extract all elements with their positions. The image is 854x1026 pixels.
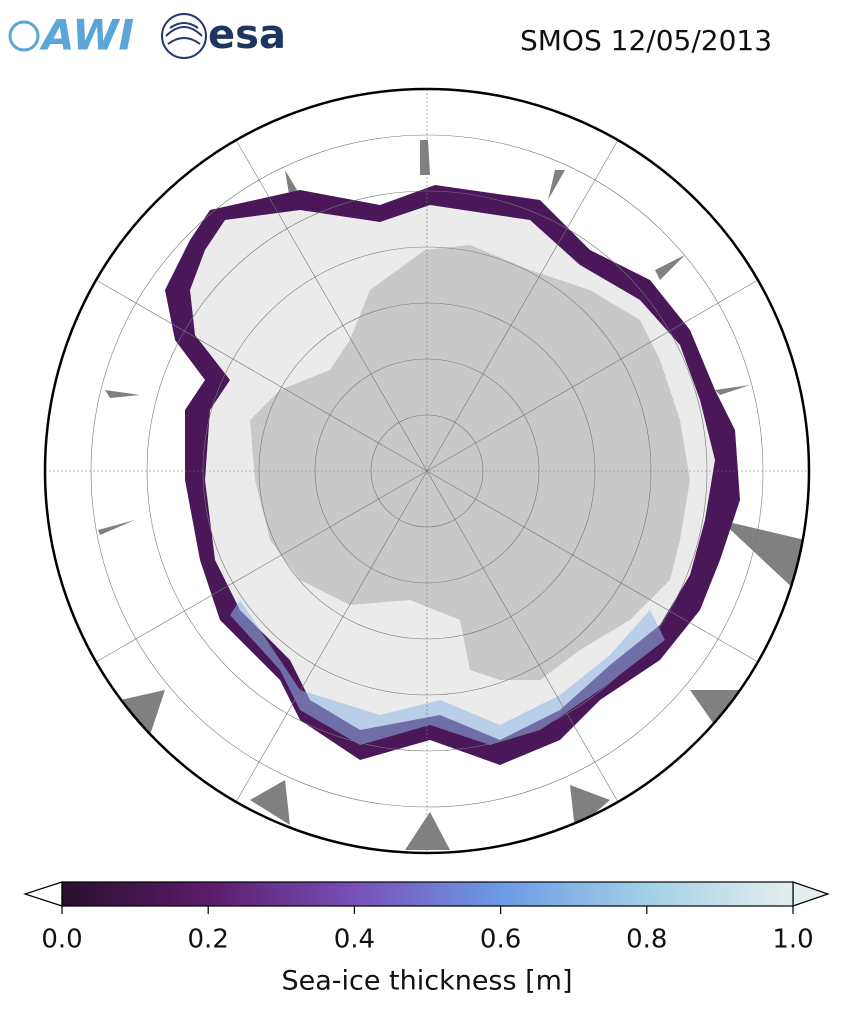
thin-ice-band <box>230 600 665 745</box>
colorbar-min-extend <box>23 881 63 907</box>
awi-logo: AWI <box>39 11 134 60</box>
title: SMOS 12/05/2013 <box>520 24 772 57</box>
colorbar-max-extend <box>792 881 830 907</box>
colorbar-tick-label: 0.2 <box>188 925 229 955</box>
esa-lines <box>165 22 203 45</box>
colorbar-tick-label: 0.0 <box>41 925 82 955</box>
map-border <box>43 87 811 855</box>
colorbar <box>23 881 830 907</box>
colorbar-gradient <box>61 881 794 907</box>
colorbar-tick-label: 1.0 <box>772 925 813 955</box>
land-fragments <box>98 140 805 850</box>
logos: AWI esa <box>8 11 286 60</box>
graticule <box>45 89 809 853</box>
colorbar-tick-label: 0.6 <box>480 925 521 955</box>
awi-globe <box>8 20 40 52</box>
esa-logo: esa <box>208 12 286 58</box>
colorbar-tick-label: 0.8 <box>626 925 667 955</box>
colorbar-tick-label: 0.4 <box>334 925 375 955</box>
map <box>45 89 809 853</box>
colorbar-label: Sea-ice thickness [m] <box>281 966 572 997</box>
antarctica <box>250 245 690 680</box>
esa-mark <box>161 13 207 59</box>
